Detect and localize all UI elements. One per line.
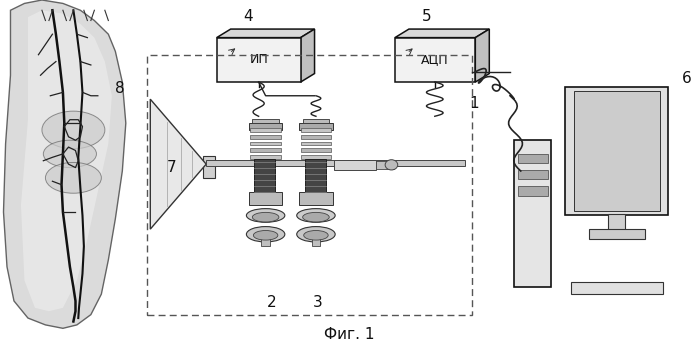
Bar: [206, 160, 465, 166]
Bar: [301, 128, 331, 132]
Bar: [565, 87, 668, 215]
Ellipse shape: [385, 160, 398, 170]
Bar: [299, 123, 333, 130]
Polygon shape: [475, 29, 489, 82]
Polygon shape: [3, 0, 126, 328]
Text: Фиг. 1: Фиг. 1: [324, 327, 375, 342]
Bar: [250, 155, 281, 159]
Text: 4: 4: [243, 9, 253, 24]
Bar: [250, 148, 281, 152]
Text: 1: 1: [470, 96, 480, 111]
Ellipse shape: [43, 140, 96, 168]
Bar: [301, 155, 331, 159]
Bar: [303, 119, 329, 123]
Polygon shape: [150, 99, 206, 229]
Bar: [301, 135, 331, 139]
Polygon shape: [21, 10, 112, 311]
Ellipse shape: [247, 226, 285, 242]
Polygon shape: [395, 29, 489, 38]
Bar: [517, 186, 548, 196]
Text: 3: 3: [313, 294, 323, 310]
Bar: [517, 154, 548, 163]
Polygon shape: [217, 29, 315, 38]
Bar: [147, 55, 472, 315]
Text: 6: 6: [682, 71, 691, 86]
Bar: [301, 148, 331, 152]
Bar: [395, 38, 475, 82]
Bar: [254, 159, 275, 193]
Bar: [261, 233, 270, 246]
Ellipse shape: [253, 231, 278, 240]
Ellipse shape: [45, 162, 101, 193]
Ellipse shape: [42, 111, 105, 149]
Bar: [589, 229, 645, 239]
Bar: [250, 142, 281, 145]
Ellipse shape: [247, 209, 285, 222]
Bar: [305, 159, 326, 193]
Bar: [376, 161, 394, 169]
Bar: [514, 140, 552, 287]
Text: 5: 5: [421, 9, 431, 24]
Ellipse shape: [296, 209, 336, 222]
Ellipse shape: [304, 231, 329, 240]
Ellipse shape: [252, 212, 279, 222]
Bar: [250, 128, 281, 132]
Bar: [312, 233, 320, 246]
Bar: [299, 192, 333, 205]
Bar: [574, 91, 660, 211]
Bar: [301, 142, 331, 145]
Bar: [252, 119, 279, 123]
Bar: [517, 170, 548, 180]
Text: 2: 2: [266, 294, 276, 310]
Text: ИП: ИП: [250, 53, 268, 66]
Bar: [334, 160, 376, 170]
Text: 7: 7: [166, 160, 176, 175]
Bar: [249, 123, 282, 130]
Bar: [203, 156, 215, 178]
Ellipse shape: [303, 212, 329, 222]
Ellipse shape: [296, 226, 336, 242]
Text: 8: 8: [115, 81, 125, 96]
Bar: [249, 192, 282, 205]
Bar: [250, 135, 281, 139]
Polygon shape: [301, 29, 315, 82]
Text: АЦП: АЦП: [421, 53, 449, 66]
Bar: [217, 38, 301, 82]
Bar: [608, 214, 625, 230]
Bar: [570, 282, 663, 294]
